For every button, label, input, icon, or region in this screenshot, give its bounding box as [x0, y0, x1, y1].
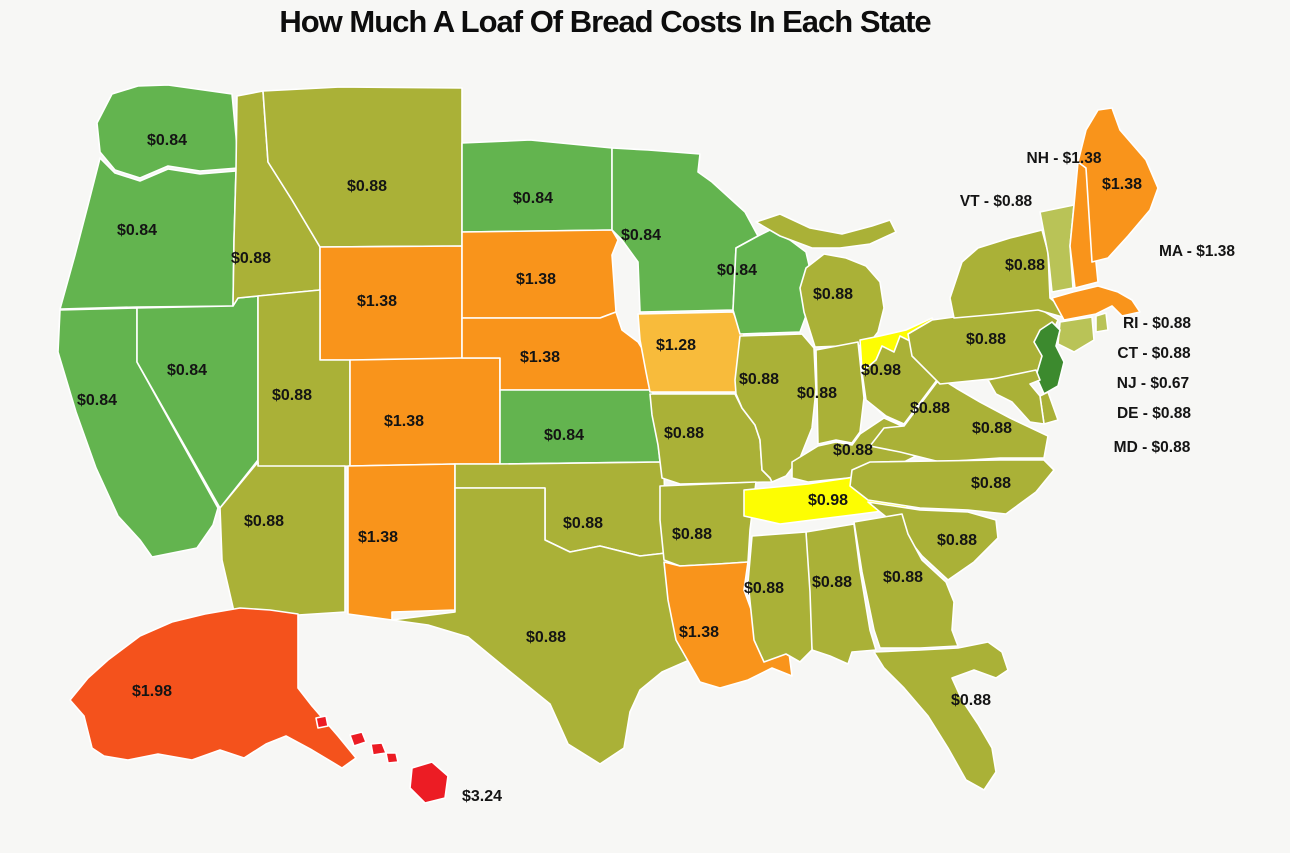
state-ny[interactable]: [949, 229, 1095, 319]
state-il[interactable]: [734, 333, 817, 483]
state-co[interactable]: [349, 357, 501, 467]
state-me[interactable]: [1077, 107, 1159, 263]
callout-label-md: MD - $0.88: [1114, 439, 1191, 456]
state-ct[interactable]: [1057, 316, 1095, 353]
state-wy[interactable]: [319, 245, 463, 361]
state-ks[interactable]: [499, 389, 661, 465]
state-sd[interactable]: [461, 229, 619, 319]
callout-label-de: DE - $0.88: [1117, 405, 1191, 422]
state-nj[interactable]: [1033, 321, 1065, 395]
state-in[interactable]: [815, 341, 865, 445]
callout-label-vt: VT - $0.88: [960, 193, 1033, 210]
state-md[interactable]: [987, 369, 1045, 425]
state-tx[interactable]: [391, 487, 701, 765]
state-nm[interactable]: [347, 463, 456, 621]
page-title: How Much A Loaf Of Bread Costs In Each S…: [279, 4, 931, 39]
state-nc[interactable]: [849, 459, 1055, 515]
state-ri[interactable]: [1095, 312, 1109, 333]
callout-label-ma: MA - $1.38: [1159, 243, 1235, 260]
state-az[interactable]: [219, 461, 346, 617]
state-ar[interactable]: [659, 481, 757, 567]
state-nd[interactable]: [461, 139, 613, 233]
state-ga[interactable]: [853, 513, 959, 649]
state-mi[interactable]: [755, 213, 897, 348]
state-va[interactable]: [869, 377, 1049, 463]
callout-label-ct: CT - $0.88: [1117, 345, 1191, 362]
callout-label-ri: RI - $0.88: [1123, 315, 1191, 332]
state-ak[interactable]: [69, 607, 357, 769]
state-or[interactable]: [59, 157, 237, 310]
state-hi[interactable]: [315, 715, 449, 804]
state-ms[interactable]: [747, 531, 813, 663]
state-la[interactable]: [663, 561, 793, 689]
state-ma[interactable]: [1051, 285, 1141, 321]
price-label-hi: $3.24: [462, 788, 502, 805]
callout-label-nj: NJ - $0.67: [1117, 375, 1189, 392]
state-ia[interactable]: [637, 311, 751, 393]
state-fl[interactable]: [873, 641, 1009, 791]
state-wa[interactable]: [96, 84, 239, 179]
state-wi[interactable]: [732, 229, 813, 335]
